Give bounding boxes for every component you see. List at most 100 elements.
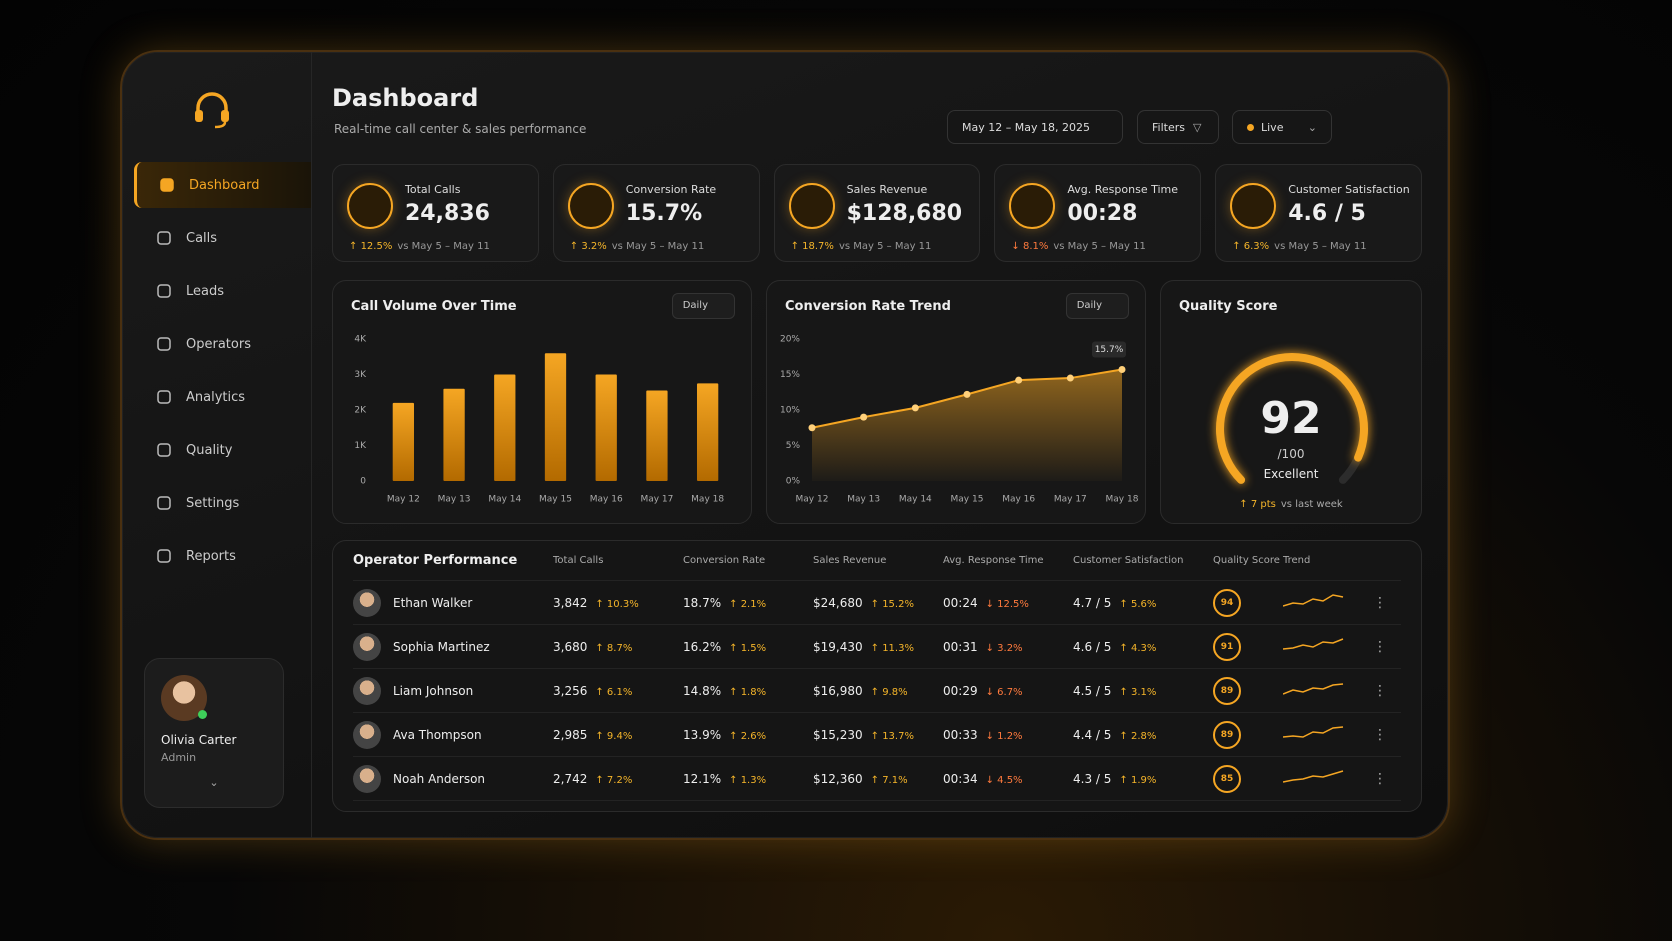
kpi-card: Customer Satisfaction 4.6 / 5 6.3% vs May 5…	[1215, 164, 1422, 262]
sparkline-path	[1282, 683, 1344, 695]
kpi-icon	[347, 183, 393, 229]
column-header: Trend	[1283, 555, 1311, 566]
table-row[interactable]: Noah Anderson 2,742 7.2% 12.1% 1.3% $12,360 7.…	[353, 757, 1401, 801]
sparkline-path	[1282, 638, 1344, 650]
row-menu[interactable]: ⋮	[1373, 638, 1387, 655]
quality-cell: 94	[1213, 588, 1283, 617]
metric-cell: 4.3 / 5 1.9%	[1073, 772, 1213, 786]
period-dropdown[interactable]: Daily	[1065, 293, 1129, 319]
nav-item[interactable]: Analytics	[134, 374, 311, 420]
point	[1118, 366, 1126, 374]
metric-change: 4.5%	[986, 775, 1023, 786]
nav-icon	[157, 337, 171, 351]
operator-avatar	[353, 764, 381, 793]
operator: Sophia Martinez	[353, 632, 553, 661]
bar	[392, 402, 415, 481]
metric-change: 2.6%	[729, 731, 766, 742]
table-header: Operator Performance Total Calls Conversio…	[353, 541, 1401, 581]
kpi-compare: vs May 5 – May 11	[1274, 241, 1367, 252]
kpi-change: 12.5%	[349, 241, 392, 252]
metric-cell: 00:33 1.2%	[943, 728, 1073, 742]
x-tick-label: May 18	[1106, 495, 1139, 505]
operator: Noah Anderson	[353, 764, 553, 793]
kpi-card: Sales Revenue $128,680 18.7% vs May 5 – May…	[773, 164, 981, 262]
nav-icon	[157, 496, 171, 510]
user-card[interactable]: Olivia Carter Admin ⌄	[144, 658, 284, 808]
metric-change: 9.4%	[595, 731, 632, 742]
x-tick-label: May 13	[847, 495, 880, 505]
date-range: May 12 – May 18, 2025	[962, 120, 1090, 134]
nav-item[interactable]: Operators	[134, 321, 311, 367]
metric-cell: $15,230 13.7%	[813, 728, 943, 742]
trend-cell	[1282, 636, 1373, 657]
quality-score-card: Quality Score 92 /100 Excellent 7 pts vs …	[1160, 280, 1422, 524]
nav-item[interactable]: Dashboard	[134, 162, 311, 208]
table-row[interactable]: Ava Thompson2,9859.4%13.9%2.6%$15,23013.…	[353, 713, 1401, 757]
quality-badge: 89	[1213, 676, 1241, 705]
icon-shape	[157, 284, 171, 298]
operator-avatar	[353, 676, 381, 705]
metric-change: 1.5%	[729, 643, 766, 654]
sparkline	[1282, 594, 1344, 607]
metric-change: 6.1%	[595, 687, 632, 698]
point	[963, 390, 971, 398]
gauge-compare: vs last week	[1280, 499, 1343, 510]
sparkline	[1282, 638, 1344, 650]
gauge-change: 7 pts	[1239, 499, 1276, 510]
metric-change: 1.9%	[1119, 775, 1156, 786]
metric-value: 00:33	[943, 727, 978, 742]
sparkline	[1282, 726, 1344, 738]
nav-item[interactable]: Reports	[134, 533, 311, 579]
metric-value: $12,360	[813, 771, 863, 786]
kpi-compare: vs May 5 – May 11	[1053, 241, 1146, 252]
live-dropdown[interactable]: Live ⌄	[1232, 110, 1332, 144]
page-subtitle: Real-time call center & sales performanc…	[334, 122, 587, 136]
chart-title: Call Volume Over Time	[351, 299, 517, 314]
page-title: Dashboard	[332, 84, 479, 112]
nav-item[interactable]: Settings	[134, 480, 311, 526]
table-row[interactable]: Ethan Walker 3,842 10.3% 18.7% 2.1% $24,680 15…	[353, 581, 1401, 625]
nav-icon	[160, 178, 174, 192]
kpi-compare: vs May 5 – May 11	[611, 241, 705, 252]
metric-value: 12.1%	[683, 771, 722, 786]
metric-change: 12.5%	[986, 599, 1029, 610]
nav-item[interactable]: Leads	[134, 268, 311, 314]
kpi-footer: 3.2% vs May 5 – May 11	[570, 241, 704, 252]
metric-change: 3.1%	[1119, 687, 1156, 698]
sparkline-path	[1282, 726, 1344, 738]
row-menu[interactable]: ⋮	[1373, 770, 1387, 787]
metric-change: 10.3%	[595, 599, 638, 610]
row-menu[interactable]: ⋮	[1373, 726, 1387, 743]
column-header: Avg. Response Time	[943, 555, 1044, 566]
date-picker[interactable]: May 12 – May 18, 2025	[947, 110, 1123, 144]
metric-change: 2.1%	[729, 599, 766, 610]
x-tick-label: May 18	[691, 495, 724, 505]
kpi-value: 24,836	[405, 201, 490, 226]
table-row[interactable]: Liam Johnson 3,256 6.1% 14.8% 1.8% $16,980 9.8…	[353, 669, 1401, 713]
kpi-footer: 18.7% vs May 5 – May 11	[791, 241, 932, 252]
row-menu[interactable]: ⋮	[1373, 594, 1387, 611]
x-tick-label: May 15	[539, 495, 572, 505]
metric-change: 6.7%	[986, 687, 1023, 698]
metric-cell: 16.2% 1.5%	[683, 640, 813, 654]
table-row[interactable]: Sophia Martinez 3,680 8.7% 16.2% 1.5% $19,430…	[353, 625, 1401, 669]
gauge-title: Quality Score	[1179, 299, 1278, 314]
row-menu[interactable]: ⋮	[1373, 682, 1387, 699]
nav-icon	[157, 443, 171, 457]
area-chart: 0% 5% 10% 15% 20% May 12 May 13 May 14 May 15 May…	[780, 335, 1139, 505]
filters-button[interactable]: Filters ▽	[1137, 110, 1219, 144]
nav-item[interactable]: Quality	[134, 427, 311, 473]
annotation: 15.7%	[1095, 345, 1124, 355]
operator-name: Ava Thompson	[393, 727, 482, 742]
metric-cell: 00:24 12.5%	[943, 596, 1073, 610]
operator-name: Sophia Martinez	[393, 639, 490, 654]
period-dropdown[interactable]: Daily	[671, 293, 735, 319]
quality-cell: 89	[1213, 676, 1283, 705]
nav-item[interactable]: Calls	[134, 215, 311, 261]
x-tick-label: May 15	[951, 495, 984, 505]
area	[812, 369, 1122, 481]
metric-cell: 14.8% 1.8%	[683, 684, 813, 698]
metric-value: 00:29	[943, 683, 978, 698]
metric-cell: 4.4 / 5 2.8%	[1073, 728, 1213, 742]
kpi-icon	[1009, 183, 1056, 229]
